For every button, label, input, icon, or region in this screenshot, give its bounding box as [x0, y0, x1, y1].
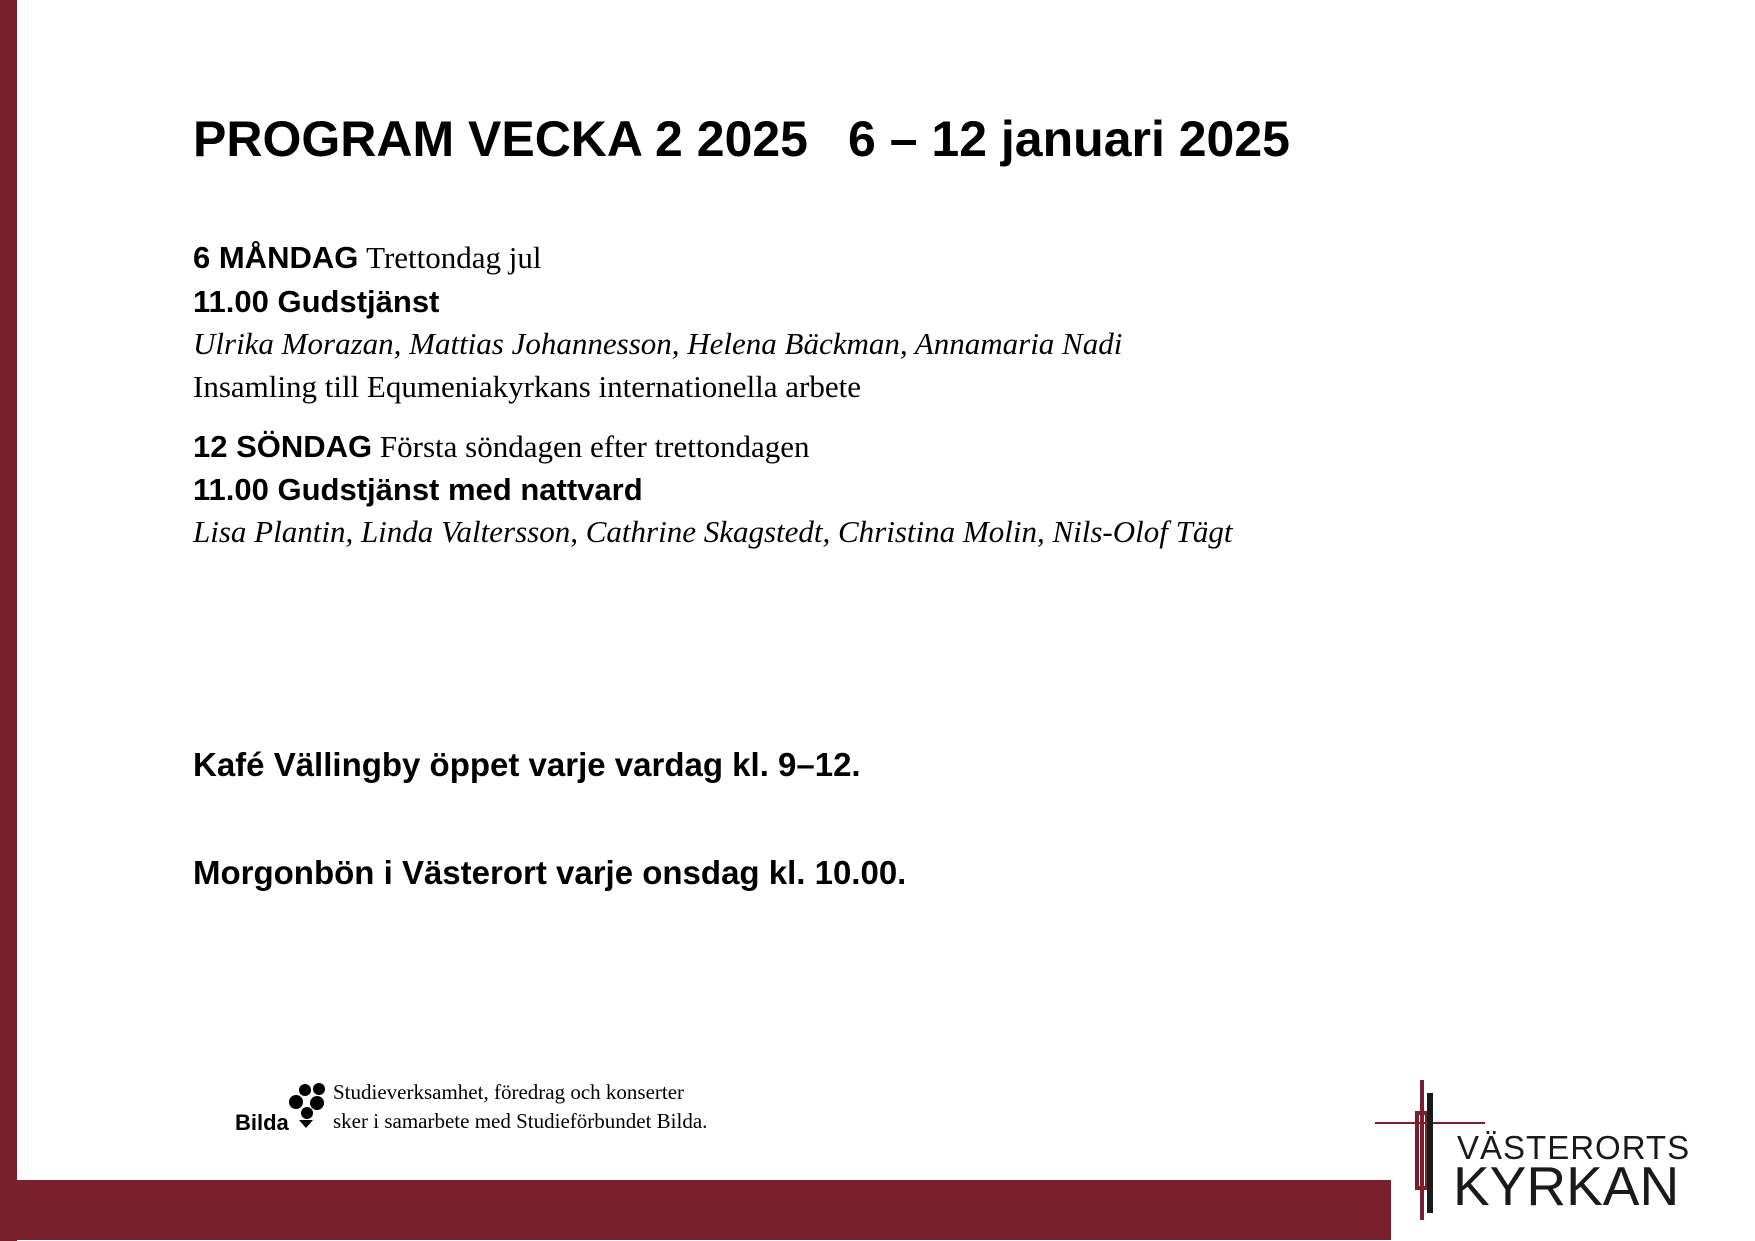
day-name: 12 SÖNDAG — [193, 429, 373, 464]
svg-text:KYRKAN: KYRKAN — [1453, 1155, 1679, 1217]
event-people: Lisa Plantin, Linda Valtersson, Cathrine… — [193, 514, 1233, 549]
notice-cafe: Kafé Vällingby öppet varje vardag kl. 9–… — [193, 746, 861, 783]
bilda-text: Studieverksamhet, föredrag och konserter… — [333, 1078, 707, 1136]
event-title: 11.00 Gudstjänst — [193, 284, 440, 319]
page-title: PROGRAM VECKA 2 2025 6 – 12 januari 2025 — [193, 110, 1330, 168]
event-note: Insamling till Equmeniakyrkans internati… — [193, 369, 862, 404]
day-name: 6 MÅNDAG — [193, 240, 359, 275]
day-heading: 12 SÖNDAG Första söndagen efter trettond… — [193, 429, 809, 465]
event-people: Ulrika Morazan, Mattias Johannesson, Hel… — [193, 326, 1123, 361]
title-dates: 6 – 12 januari 2025 — [848, 111, 1290, 167]
bilda-line: sker i samarbete med Studieförbundet Bil… — [333, 1109, 708, 1133]
svg-text:Bilda: Bilda — [235, 1110, 290, 1134]
bottom-accent-bar — [0, 1180, 1391, 1240]
notice-morning-prayer: Morgonbön i Västerort varje onsdag kl. 1… — [193, 854, 907, 891]
svg-text:VÄSTERORTS: VÄSTERORTS — [1457, 1129, 1690, 1166]
bilda-logo: Bilda — [233, 1082, 333, 1139]
event-title: 11.00 Gudstjänst med nattvard — [193, 472, 643, 507]
day-heading: 6 MÅNDAG Trettondag jul — [193, 240, 541, 276]
vasterorts-kyrkan-logo: VÄSTERORTS KYRKAN — [1375, 1075, 1705, 1230]
left-accent-bar — [0, 0, 17, 1241]
title-week: PROGRAM VECKA 2 2025 — [193, 111, 808, 167]
bilda-line: Studieverksamhet, föredrag och konserter — [333, 1080, 685, 1104]
day-occasion: Trettondag jul — [366, 240, 542, 275]
day-occasion: Första söndagen efter trettondagen — [379, 429, 810, 464]
